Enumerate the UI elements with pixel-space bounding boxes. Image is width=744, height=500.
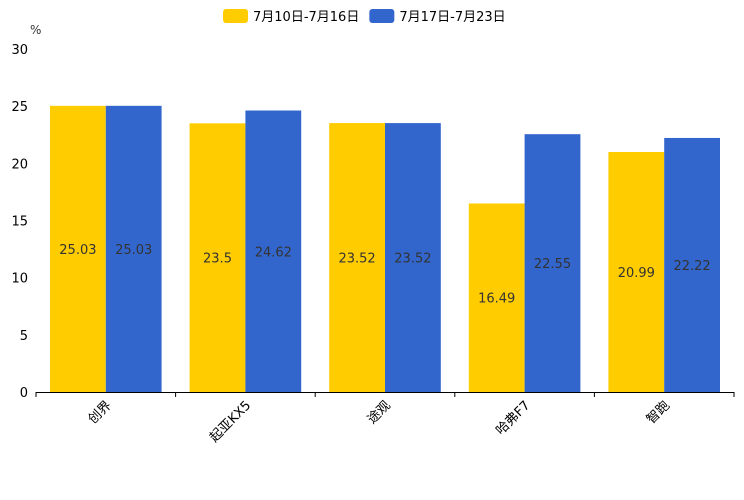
y-tick-label: 5 — [20, 329, 28, 344]
x-tick-label: 哈弗F7 — [493, 398, 533, 438]
legend-label: 7月10日-7月16日 — [253, 10, 359, 25]
bar — [664, 137, 720, 392]
bar — [608, 152, 665, 392]
bar — [105, 105, 162, 392]
legend-swatch — [223, 9, 248, 23]
bar — [385, 123, 441, 392]
legend-label: 7月17日-7月23日 — [399, 10, 505, 25]
bar — [50, 105, 106, 392]
x-tick-label: 智跑 — [644, 398, 673, 427]
y-tick-label: 15 — [11, 215, 28, 230]
data-label: 23.5 — [203, 252, 232, 267]
y-tick-label: 20 — [11, 157, 28, 172]
data-label: 16.49 — [478, 292, 515, 307]
x-tick-label: 途观 — [364, 398, 394, 428]
x-tick-label: 创界 — [86, 398, 115, 427]
y-axis-label: % — [30, 23, 41, 37]
x-tick-label: 起亚KX5 — [207, 398, 254, 445]
y-tick-label: 0 — [20, 386, 28, 401]
data-label: 20.99 — [618, 266, 655, 281]
x-axis: 创界 起亚KX5 途观 哈弗F7 智跑 — [35, 392, 735, 445]
data-label: 22.55 — [534, 257, 571, 272]
bar — [524, 134, 581, 392]
y-tick-label: 10 — [11, 272, 28, 287]
bar — [189, 123, 246, 393]
bars: 25.03 23.5 23.52 16.49 20.99 25.03 24.62 23.52 2… — [50, 105, 720, 393]
data-label: 25.03 — [59, 243, 96, 258]
legend-swatch — [369, 9, 395, 23]
y-tick-label: 25 — [11, 100, 28, 115]
bar — [245, 110, 302, 393]
y-axis: 0 5 10 15 20 25 30 — [11, 43, 28, 401]
data-label: 22.22 — [673, 259, 710, 274]
data-label: 23.52 — [338, 252, 375, 267]
bar — [329, 123, 385, 392]
legend: 7月10日-7月16日 7月17日-7月23日 — [223, 9, 506, 25]
bar — [468, 203, 525, 392]
data-label: 23.52 — [394, 252, 431, 267]
data-label: 24.62 — [255, 245, 292, 260]
data-label: 25.03 — [115, 243, 152, 258]
y-tick-label: 30 — [11, 43, 28, 58]
